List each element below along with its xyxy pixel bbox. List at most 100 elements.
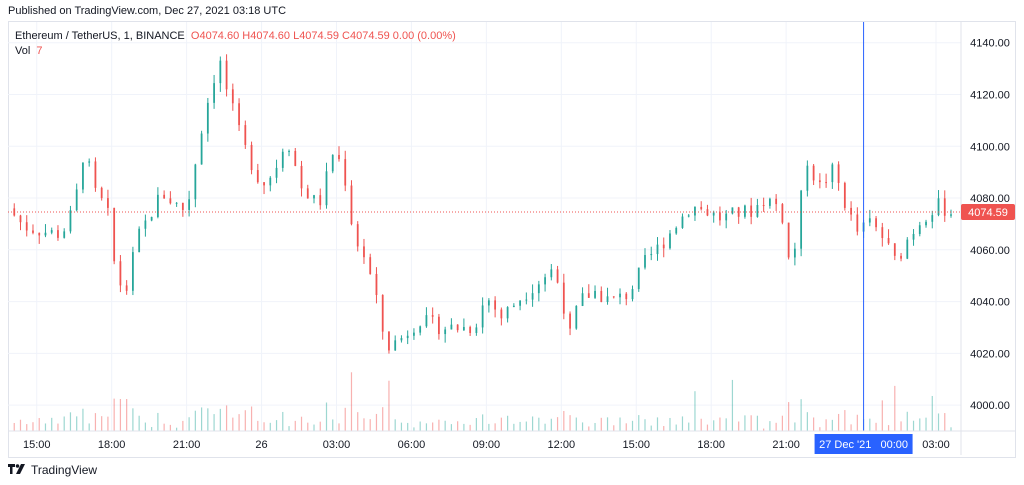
volume-bar xyxy=(887,425,890,431)
time-tick-label: 15:00 xyxy=(23,439,51,451)
volume-bar xyxy=(681,416,684,431)
candle-body xyxy=(132,252,134,291)
high-value: 4074.60 xyxy=(250,30,290,42)
volume-bar xyxy=(357,412,359,431)
volume-bar xyxy=(613,425,615,431)
volume-bar xyxy=(219,408,221,431)
candle-body xyxy=(306,188,309,199)
volume-bar xyxy=(26,424,28,431)
volume-bar xyxy=(844,410,846,431)
price-tick-label: 4040.00 xyxy=(970,297,1010,309)
volume-bar xyxy=(875,422,877,431)
volume-bar xyxy=(138,415,140,431)
volume-bar xyxy=(294,420,296,431)
candle-body xyxy=(594,290,596,298)
volume-bar xyxy=(469,424,471,431)
candle-body xyxy=(444,329,447,335)
candle-body xyxy=(943,198,946,216)
volume-bar xyxy=(232,417,234,431)
candle-body xyxy=(213,83,215,103)
volume-bar xyxy=(944,413,946,431)
candle-body xyxy=(125,285,128,291)
volume-bar xyxy=(457,421,459,431)
volume-bar xyxy=(544,423,546,431)
volume-bar xyxy=(44,423,47,431)
grid-lines xyxy=(8,22,961,431)
volume-bar xyxy=(394,419,396,431)
volume-bar xyxy=(650,425,652,431)
symbol-name: Ethereum / TetherUS, 1, BINANCE xyxy=(15,30,185,42)
volume-bar xyxy=(107,416,109,431)
volume-bar xyxy=(881,400,883,431)
volume-bar xyxy=(794,422,796,431)
candle-body xyxy=(769,198,771,206)
volume-bar xyxy=(507,415,509,431)
candle-body xyxy=(931,215,934,222)
candle-body xyxy=(244,125,247,145)
volume-bar xyxy=(319,421,321,431)
candle-body xyxy=(275,167,278,178)
volume-bar xyxy=(94,413,97,431)
volume-bar xyxy=(625,423,627,431)
volume-bar xyxy=(912,420,915,431)
volume-bar xyxy=(744,415,746,431)
time-tick-label: 18:00 xyxy=(697,439,725,451)
candle-body xyxy=(537,284,540,294)
volume-bar xyxy=(775,422,777,431)
candle-body xyxy=(712,212,715,216)
volume-bar xyxy=(669,417,671,431)
volume-bar xyxy=(494,423,496,431)
volume-bar xyxy=(719,417,721,431)
chart-panel[interactable] xyxy=(8,21,1016,458)
volume-bar xyxy=(257,420,259,431)
volume-bar xyxy=(69,412,72,431)
candle-body xyxy=(269,177,272,186)
volume-bar xyxy=(344,407,346,431)
candle-body xyxy=(950,214,952,216)
volume-bar xyxy=(488,423,490,431)
time-tick-label: 15:00 xyxy=(622,439,650,451)
candle-body xyxy=(381,295,384,332)
volume-bar xyxy=(188,417,190,431)
volume-bar xyxy=(82,408,84,431)
price-tick-label: 4080.00 xyxy=(970,193,1010,205)
candle-body xyxy=(731,207,734,214)
last-price-tag: 4074.59 xyxy=(961,204,1015,221)
volume-bar xyxy=(581,422,584,431)
candle-body xyxy=(406,335,409,339)
candle-body xyxy=(581,293,584,306)
candle-body xyxy=(44,232,47,236)
volume-bar xyxy=(413,427,415,431)
time-tick-label: 03:00 xyxy=(323,439,351,451)
volume-bar xyxy=(238,414,240,431)
candle-body xyxy=(762,205,765,207)
volume-bar xyxy=(781,415,783,431)
volume-bar xyxy=(57,423,59,431)
volume-bar xyxy=(950,427,952,431)
candle-body xyxy=(456,324,459,331)
volume-bar xyxy=(619,417,621,431)
candle-body xyxy=(163,194,166,199)
candle-body xyxy=(625,293,628,300)
volume-label: Vol xyxy=(15,45,31,57)
candle-body xyxy=(188,199,191,210)
volume-bar xyxy=(38,418,40,431)
volume-bar xyxy=(575,417,577,431)
candle-body xyxy=(88,161,91,163)
volume-bar xyxy=(756,415,759,431)
volume-bar xyxy=(531,416,534,431)
volume-bar xyxy=(519,421,521,431)
candle-body xyxy=(575,305,578,329)
candle-body xyxy=(94,161,97,188)
candle-body xyxy=(837,164,840,183)
time-tick-label: 18:00 xyxy=(98,439,126,451)
volume-bar xyxy=(769,421,771,431)
time-tick-label: 26 xyxy=(255,439,267,451)
volume-bar xyxy=(207,408,209,431)
price-tick-label: 4000.00 xyxy=(970,400,1010,412)
candle-body xyxy=(256,170,259,183)
tradingview-logo[interactable]: TradingView xyxy=(8,463,97,477)
volume-bar xyxy=(800,399,802,431)
candle-body xyxy=(550,269,553,278)
